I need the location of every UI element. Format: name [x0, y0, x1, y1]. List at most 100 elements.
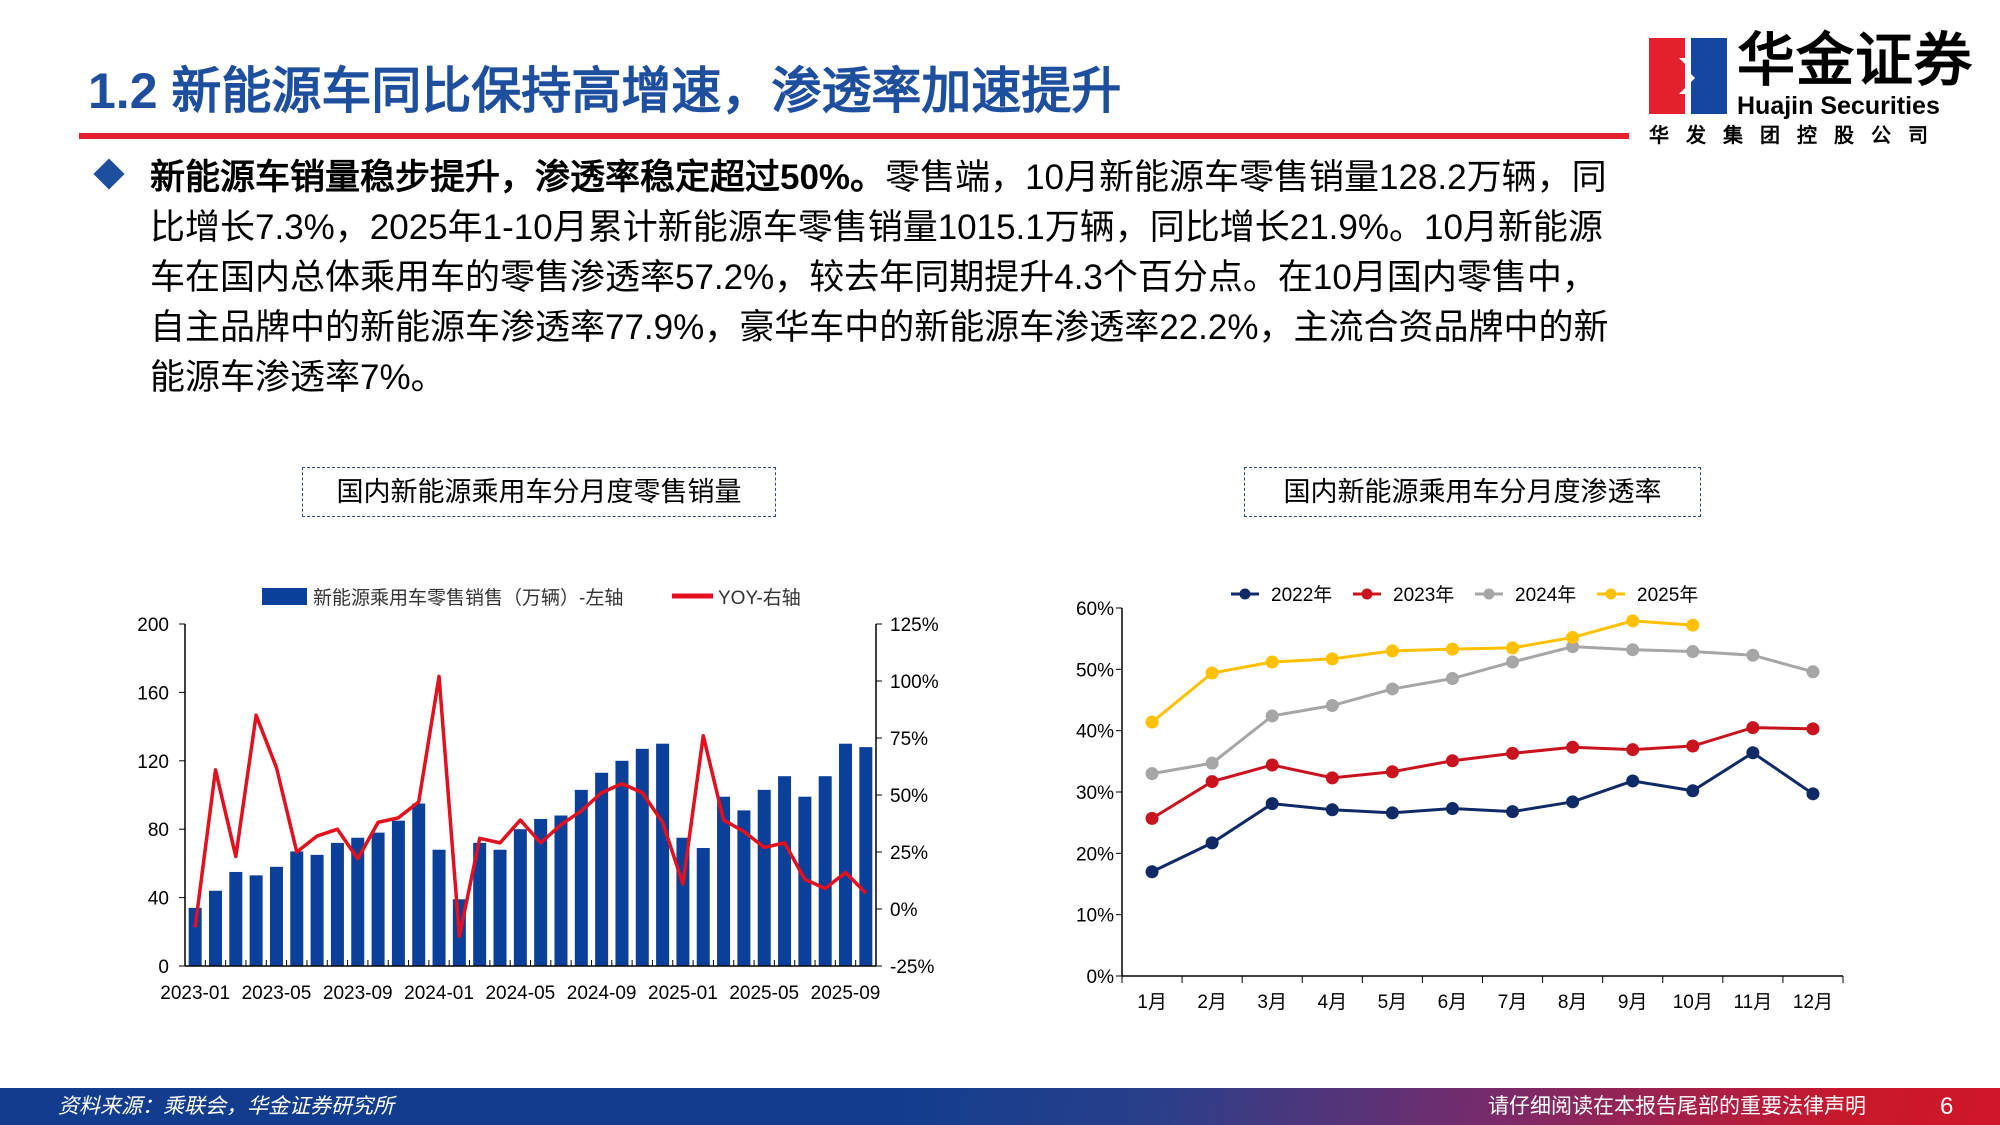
data-point [1506, 805, 1520, 819]
sales-bar [330, 842, 344, 966]
data-point [1145, 715, 1159, 729]
data-point [1626, 614, 1640, 628]
data-point [1325, 771, 1339, 785]
data-point [1566, 795, 1580, 809]
data-point [1205, 775, 1219, 789]
data-point [1626, 743, 1640, 757]
x-tick-label: 1月 [1137, 992, 1167, 1013]
summary-line: 自主品牌中的新能源车渗透率77.9%，豪华车中的新能源车渗透率22.2%，主流合… [150, 308, 1609, 347]
data-point [1566, 740, 1580, 754]
data-point [1506, 746, 1520, 760]
x-tick-label: 2024-05 [485, 983, 555, 1004]
sales-bar [554, 815, 568, 966]
penetration-chart-title: 国内新能源乘用车分月度渗透率 [1244, 467, 1701, 517]
data-point [1325, 699, 1339, 713]
data-point [1145, 767, 1159, 781]
x-tick-label: 2月 [1197, 992, 1227, 1013]
data-point [1445, 642, 1459, 656]
left-tick-label: 0 [158, 957, 169, 978]
x-tick-label: 6月 [1438, 992, 1468, 1013]
legend-marker [1361, 588, 1373, 600]
series-line-2024年 [1151, 645, 1814, 776]
title-divider [79, 133, 1629, 139]
sales-bar [432, 849, 446, 966]
y-tick-label: 0% [1087, 967, 1115, 988]
data-point [1325, 652, 1339, 666]
sales-bar [696, 848, 710, 966]
y-tick-label: 50% [1076, 660, 1114, 681]
sales-bar [757, 789, 771, 966]
sales-bar [290, 851, 304, 966]
source-note: 资料来源：乘联会，华金证券研究所 [58, 1095, 394, 1118]
left-tick-label: 40 [148, 889, 169, 910]
y-tick-label: 10% [1076, 906, 1114, 927]
data-point [1265, 655, 1279, 669]
data-point [1746, 746, 1760, 760]
x-tick-label: 7月 [1498, 992, 1528, 1013]
legend-marker [1239, 588, 1251, 600]
data-point [1205, 666, 1219, 680]
right-tick-label: 100% [890, 672, 939, 693]
sales-bar [188, 907, 202, 966]
left-tick-label: 160 [137, 683, 169, 704]
summary-line: 零售端，10月新能源车零售销量128.2万辆，同 [885, 158, 1607, 197]
data-point [1506, 655, 1520, 669]
sales-bar [269, 866, 283, 966]
right-tick-label: 0% [890, 900, 918, 921]
data-point [1686, 739, 1700, 753]
y-tick-label: 60% [1076, 599, 1114, 620]
sales-bar [595, 772, 609, 966]
logo-cn-text: 华金证券 [1737, 28, 1974, 93]
data-point [1746, 648, 1760, 662]
data-point [1325, 803, 1339, 817]
x-tick-label: 5月 [1378, 992, 1408, 1013]
legend-label: 2024年 [1515, 584, 1576, 606]
data-point [1566, 640, 1580, 654]
data-point [1686, 618, 1700, 632]
sales-bar [412, 803, 426, 966]
sales-bar [229, 871, 243, 966]
page-number: 6 [1940, 1093, 1954, 1120]
sales-bar [534, 818, 548, 966]
left-tick-label: 120 [137, 752, 169, 773]
summary-line: 比增长7.3%，2025年1-10月累计新能源车零售销量1015.1万辆，同比增… [150, 208, 1603, 247]
logo-mark-icon [1649, 38, 1727, 114]
legend-label: 2025年 [1637, 584, 1698, 606]
legend-marker [1483, 588, 1495, 600]
left-tick-label: 200 [137, 615, 169, 636]
x-tick-label: 4月 [1318, 992, 1348, 1013]
data-point [1445, 802, 1459, 816]
sales-bar [717, 796, 731, 966]
sales-bar [249, 875, 263, 966]
sales-bar [371, 832, 385, 966]
legend-line-label: YOY-右轴 [718, 587, 801, 609]
legend-label: 2022年 [1271, 584, 1332, 606]
legend-bar-label: 新能源乘用车零售销售（万辆）-左轴 [313, 587, 623, 609]
summary-paragraph: 新能源车销量稳步提升，渗透率稳定超过50%。零售端，10月新能源车零售销量128… [150, 153, 1609, 403]
sales-bar [310, 854, 324, 966]
right-tick-label: 50% [890, 786, 928, 807]
logo-subtitle: 华发集团控股公司 [1649, 125, 1945, 147]
right-tick-label: 125% [890, 615, 939, 636]
sales-bar [513, 829, 527, 966]
legend-bar-swatch [262, 588, 307, 605]
legend-marker [1605, 588, 1617, 600]
data-point [1385, 644, 1399, 658]
data-point [1265, 758, 1279, 772]
page-title: 1.2 新能源车同比保持高增速，渗透率加速提升 [88, 63, 1122, 119]
legend-label: 2023年 [1393, 584, 1454, 606]
data-point [1626, 643, 1640, 657]
sales-bar [859, 747, 873, 966]
footer-bar: 资料来源：乘联会，华金证券研究所 请仔细阅读在本报告尾部的重要法律声明 6 [0, 1088, 2000, 1125]
series-line-2025年 [1151, 619, 1693, 724]
sales-bar [778, 776, 792, 966]
series-line-2023年 [1151, 726, 1813, 820]
data-point [1205, 836, 1219, 850]
sales-bar [818, 776, 832, 966]
x-tick-label: 2025-05 [729, 983, 799, 1004]
data-point [1385, 806, 1399, 820]
sales-bar [208, 890, 222, 966]
y-tick-label: 30% [1076, 783, 1114, 804]
x-tick-label: 11月 [1734, 992, 1773, 1013]
